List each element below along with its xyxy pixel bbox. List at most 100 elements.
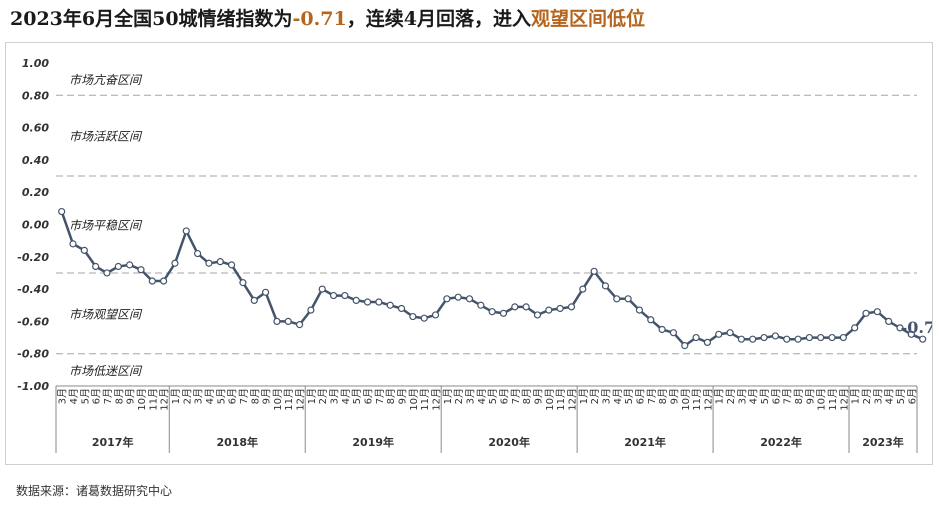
data-point [624, 295, 632, 303]
x-tick-label: 4月 [476, 388, 488, 404]
y-tick-label: -1.00 [17, 380, 49, 393]
data-point [295, 321, 304, 329]
data-point [862, 309, 870, 317]
data-point [182, 227, 190, 235]
end-value-label: -0.71 [901, 318, 932, 337]
data-point [839, 333, 847, 342]
data-point [58, 207, 66, 216]
data-point [363, 298, 372, 306]
data-point [273, 317, 281, 325]
x-tick-label: 10月 [408, 388, 420, 411]
data-point [341, 291, 349, 300]
x-tick-label: 8月 [385, 388, 397, 404]
x-tick-label: 12月 [159, 388, 171, 411]
x-tick-label: 4月 [884, 388, 896, 404]
y-tick-label: -0.60 [17, 315, 49, 328]
data-point [567, 303, 576, 311]
x-tick-label: 11月 [691, 388, 703, 411]
x-tick-label: 8月 [113, 388, 125, 404]
year-label: 2021年 [624, 435, 666, 449]
data-point [771, 332, 779, 340]
data-point [284, 317, 292, 325]
data-point [669, 329, 678, 337]
x-tick-label: 5月 [215, 388, 227, 404]
data-point [114, 262, 122, 271]
zone-label: 市场观望区间 [69, 307, 143, 321]
x-tick-label: 12月 [431, 388, 443, 411]
data-point [647, 316, 655, 324]
x-tick-label: 12月 [566, 388, 578, 411]
data-point [907, 330, 915, 338]
x-tick-label: 12月 [838, 388, 850, 411]
data-point [635, 306, 644, 314]
data-point [205, 259, 213, 267]
x-tick-label: 3月 [872, 388, 884, 404]
x-tick-label: 3月 [193, 388, 205, 404]
title-value: -0.71 [292, 8, 347, 30]
data-point [126, 261, 134, 269]
x-tick-label: 12月 [295, 388, 307, 411]
x-tick-label: 5月 [759, 388, 771, 404]
data-point [579, 285, 587, 293]
x-tick-label: 7月 [238, 388, 250, 404]
data-point [431, 311, 440, 319]
series-line [60, 211, 924, 347]
data-point [137, 266, 145, 274]
zone-label: 市场亢奋区间 [69, 73, 143, 87]
data-point [556, 304, 564, 313]
x-tick-label: 2月 [725, 388, 737, 404]
x-tick-label: 1月 [850, 388, 862, 404]
data-point [386, 301, 394, 309]
data-point [352, 296, 360, 305]
y-tick-label: 0.40 [22, 154, 49, 167]
x-tick-label: 3月 [57, 388, 69, 404]
data-point [318, 285, 326, 293]
data-point [533, 311, 542, 319]
title-part2: ，连续4月回落，进入 [346, 8, 531, 30]
x-tick-label: 11月 [419, 388, 431, 411]
data-point [80, 246, 88, 254]
data-point [375, 298, 383, 306]
data-point [873, 308, 881, 316]
data-point [194, 249, 202, 258]
data-point [92, 262, 100, 271]
data-point [239, 279, 247, 287]
x-tick-label: 1月 [714, 388, 726, 404]
x-tick-label: 2月 [317, 388, 329, 404]
year-label: 2017年 [92, 435, 134, 449]
x-tick-label: 1月 [170, 388, 182, 404]
x-tick-label: 3月 [736, 388, 748, 404]
x-tick-label: 4月 [748, 388, 760, 404]
data-point [216, 258, 224, 266]
data-point [703, 338, 712, 346]
x-tick-label: 2月 [861, 388, 873, 404]
line-chart: 1.00 0.80 0.60 0.40 0.20 0.00 -0.20 -0.40 -0.60 -… [17, 57, 932, 453]
x-tick-label: 4月 [204, 388, 216, 404]
y-tick-label: 0.20 [22, 186, 49, 199]
x-tick-label: 10月 [680, 388, 692, 411]
data-point [499, 309, 508, 317]
x-tick-label: 7月 [646, 388, 658, 404]
data-point [409, 312, 417, 321]
year-label: 2023年 [862, 435, 904, 449]
data-point [227, 261, 236, 269]
x-tick-label: 6月 [363, 388, 375, 404]
data-point [692, 333, 700, 342]
x-tick-label: 6月 [770, 388, 782, 404]
x-tick-label: 11月 [283, 388, 295, 411]
data-point [726, 329, 734, 337]
y-tick-label: 1.00 [22, 57, 49, 70]
x-tick-label: 7月 [510, 388, 522, 404]
x-tick-label: 3月 [329, 388, 341, 404]
data-point [851, 324, 859, 332]
x-tick-label: 11月 [555, 388, 567, 411]
x-tick-label: 2月 [181, 388, 193, 404]
x-tick-label: 1月 [578, 388, 590, 404]
x-tick-label: 7月 [374, 388, 386, 404]
data-point [477, 301, 485, 309]
data-point [454, 293, 462, 301]
y-tick-label: -0.80 [17, 348, 49, 361]
x-tick-label: 4月 [68, 388, 80, 404]
x-tick-label: 10月 [816, 388, 828, 411]
x-tick-label: 1月 [306, 388, 318, 404]
